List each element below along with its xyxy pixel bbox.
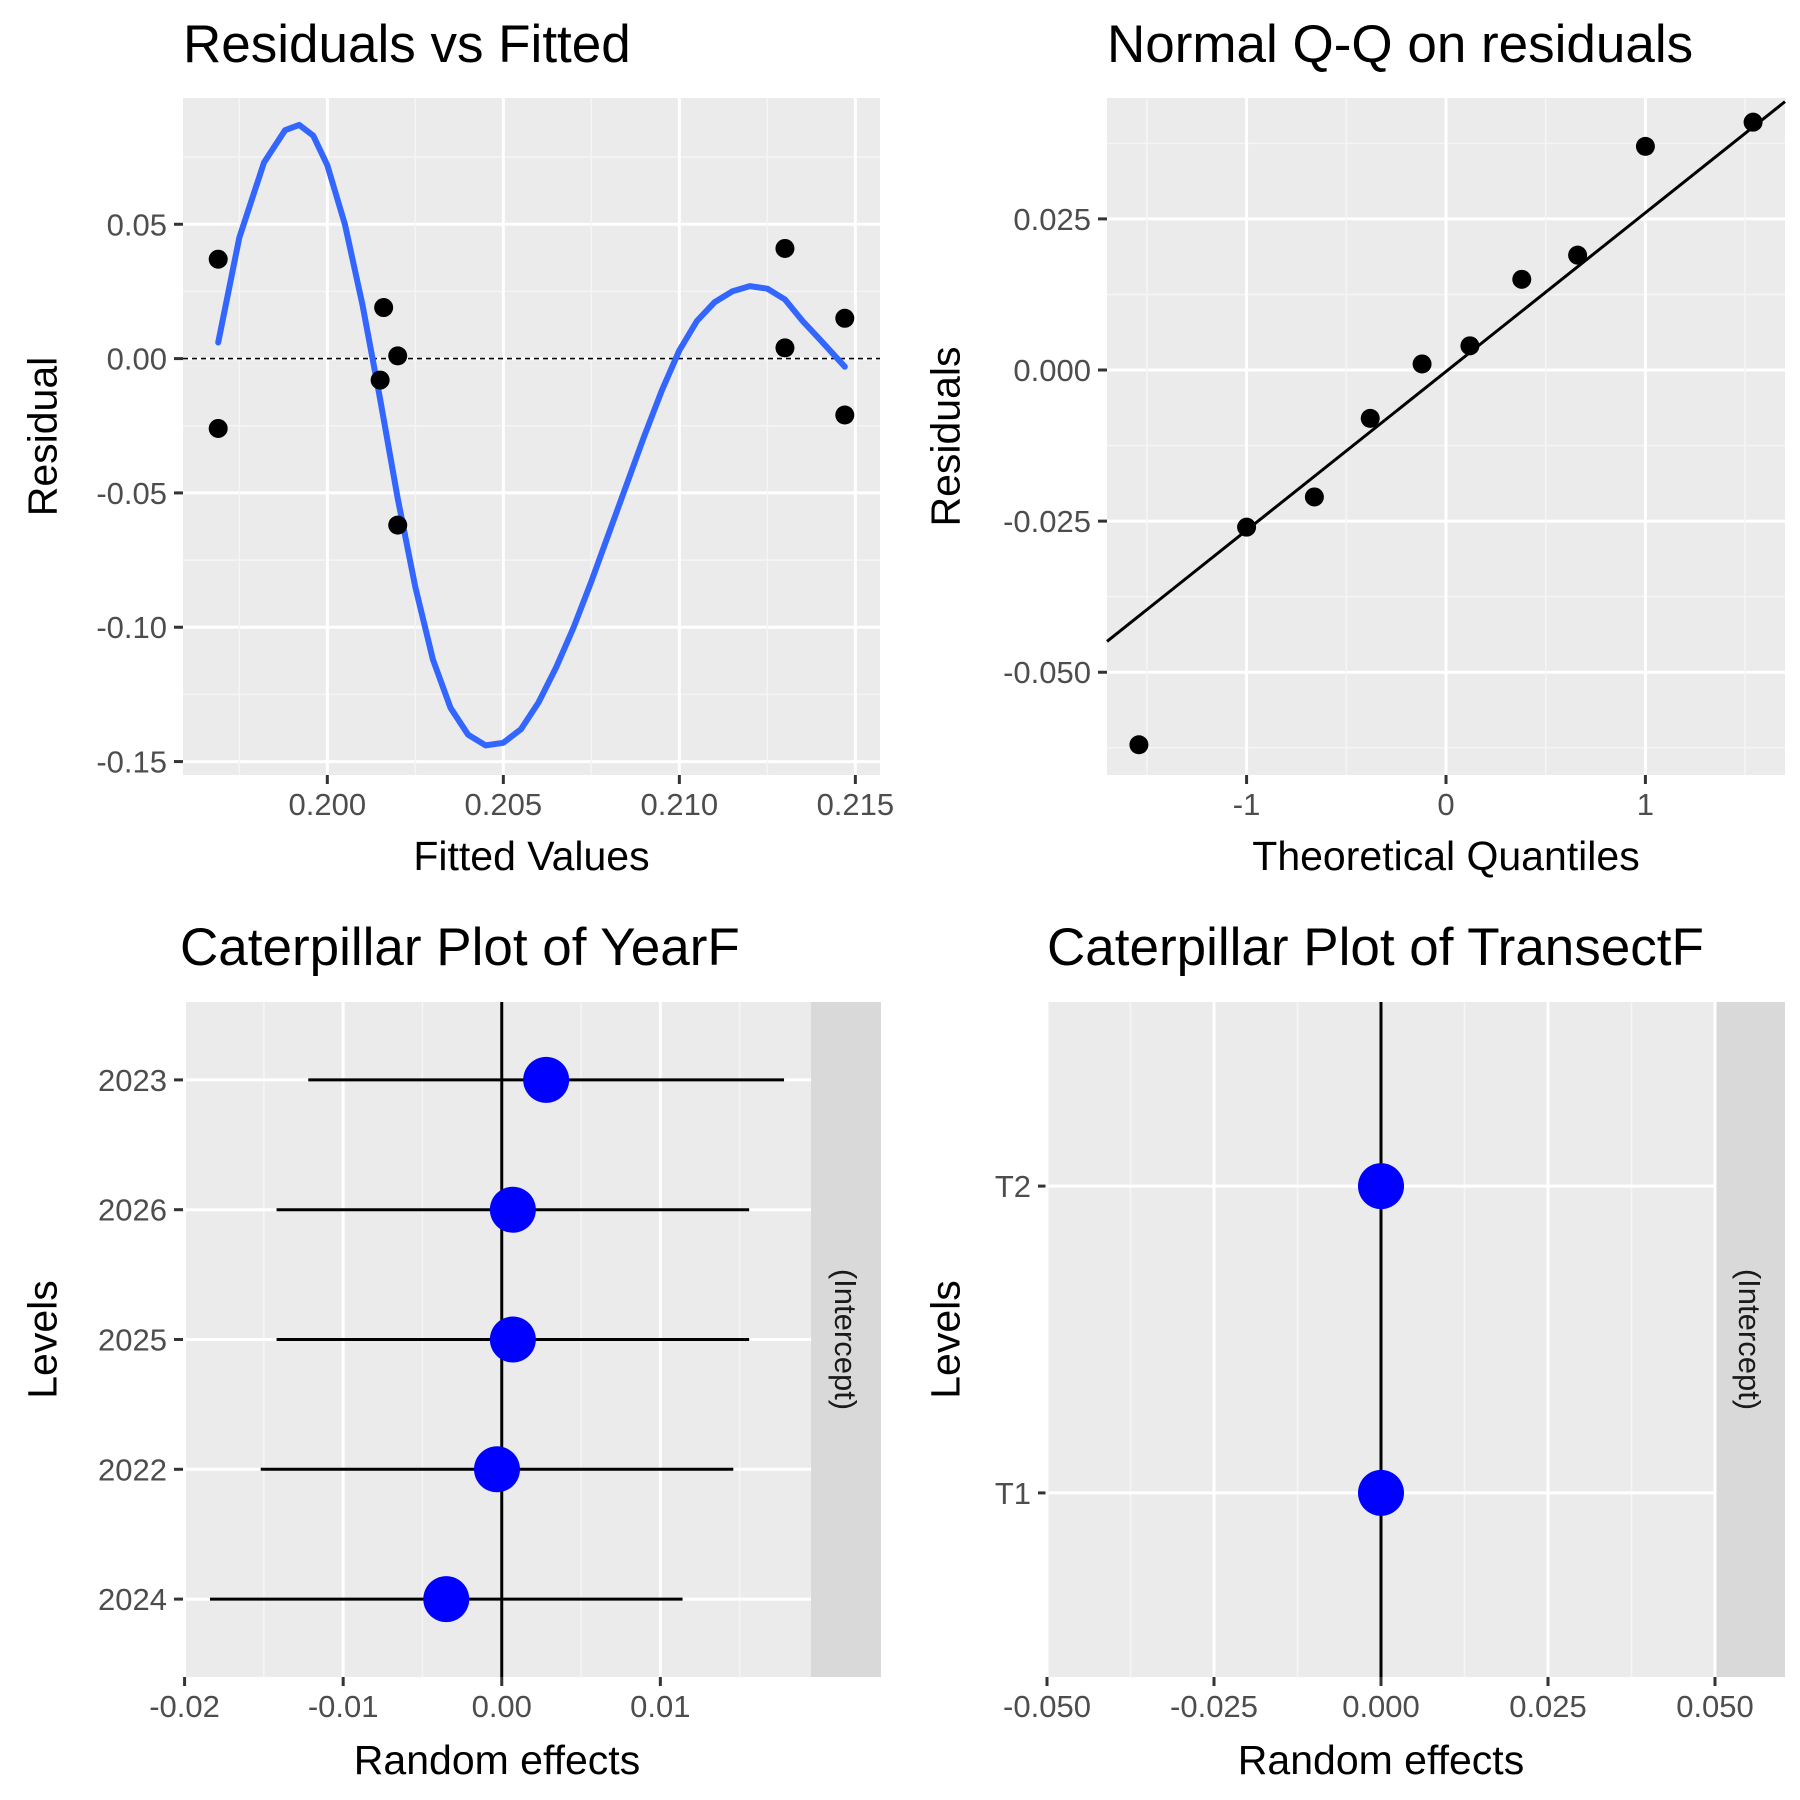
random-effect-point (1358, 1469, 1404, 1516)
plot-title: Normal Q-Q on residuals (1107, 15, 1693, 74)
y-tick-label: -0.10 (96, 610, 167, 645)
qq-point (1568, 245, 1588, 265)
smooth-curve (215, 121, 848, 749)
x-tick-label: 0.025 (1509, 1689, 1587, 1724)
x-axis-title: Random effects (1238, 1737, 1524, 1783)
x-tick-label: 0.205 (465, 787, 543, 822)
qq-point (1512, 269, 1532, 289)
x-tick-label: 0.215 (817, 787, 895, 822)
random-effect-point (489, 1186, 536, 1233)
x-tick-label: 0 (1437, 787, 1454, 822)
y-tick-label: -0.05 (96, 476, 167, 511)
qq-reference-line (1106, 100, 1786, 643)
residual-point (775, 338, 795, 358)
y-axis-title: Residuals (922, 346, 968, 526)
qq-point (1129, 735, 1149, 755)
y-axis-title: Levels (922, 1280, 968, 1399)
facet-strip-label: (Intercept) (1732, 1269, 1767, 1410)
residual-point (208, 249, 228, 269)
x-tick-label: -1 (1233, 787, 1261, 822)
qq-point (1237, 517, 1257, 537)
facet-strip-label: (Intercept) (828, 1269, 863, 1410)
random-effect-point (489, 1316, 536, 1363)
residual-point (208, 418, 228, 438)
plot-title: Caterpillar Plot of YearF (180, 918, 740, 977)
x-tick-label: 0.00 (472, 1689, 532, 1724)
residual-point (374, 298, 394, 318)
x-tick-label: 0.01 (630, 1689, 690, 1724)
y-tick-label: 2025 (98, 1323, 167, 1358)
x-tick-label: 0.050 (1676, 1689, 1754, 1724)
x-tick-label: -0.050 (1003, 1689, 1091, 1724)
y-tick-label: -0.15 (96, 745, 167, 780)
x-axis-title: Fitted Values (413, 833, 649, 879)
residual-point (835, 405, 855, 425)
qq-point (1460, 336, 1480, 356)
x-tick-label: 1 (1637, 787, 1654, 822)
y-tick-label: 0.000 (1013, 353, 1091, 388)
plot-title: Caterpillar Plot of TransectF (1047, 918, 1704, 977)
qq-point (1635, 136, 1655, 156)
y-tick-label: 2026 (98, 1193, 167, 1228)
random-effect-point (423, 1576, 470, 1623)
y-tick-label: 2024 (98, 1582, 167, 1617)
residual-point (370, 370, 390, 390)
x-tick-label: 0.210 (641, 787, 719, 822)
residual-point (775, 238, 795, 258)
residual-point (388, 346, 408, 366)
panel-caterpillar-2: (Intercept) 2023 2026 2025 2022 2024 -0.02 -0.0… (19, 918, 881, 1783)
random-effect-point (474, 1446, 520, 1493)
qq-point (1412, 354, 1432, 374)
x-axis-title: Theoretical Quantiles (1252, 833, 1639, 879)
y-tick-label: -0.025 (1003, 504, 1091, 539)
y-tick-label: 0.00 (107, 342, 167, 377)
y-tick-label: 0.025 (1013, 202, 1091, 237)
y-axis-title: Levels (19, 1280, 65, 1399)
residual-point (835, 308, 855, 328)
residual-point (388, 515, 408, 535)
qq-point (1743, 112, 1763, 132)
y-tick-label: 0.05 (107, 207, 167, 242)
y-axis-title: Residual (19, 357, 65, 517)
panel-residuals-vs-fitted: -0.15 -0.10 -0.05 0.00 0.05 0.200 0.205 0.210 0.… (19, 15, 894, 879)
random-effect-point (523, 1056, 570, 1103)
qq-point (1360, 408, 1380, 428)
plot-title: Residuals vs Fitted (183, 15, 631, 74)
x-tick-label: -0.02 (149, 1689, 220, 1724)
y-tick-label: 2023 (98, 1063, 167, 1098)
facet-strip (811, 1002, 881, 1677)
y-tick-label: 2022 (98, 1452, 167, 1487)
plot-panel (183, 98, 880, 775)
qq-point (1304, 487, 1324, 507)
x-tick-label: 0.000 (1342, 1689, 1420, 1724)
x-tick-label: -0.025 (1170, 1689, 1258, 1724)
x-axis-title: Random effects (354, 1737, 640, 1783)
y-tick-label: T1 (995, 1476, 1031, 1511)
y-tick-label: -0.050 (1003, 655, 1091, 690)
x-tick-label: -0.01 (308, 1689, 379, 1724)
panel-normal-qq: -0.050 -0.025 0.000 0.025 -1 0 1 Normal Q-Q on … (922, 15, 1786, 879)
y-tick-label: T2 (995, 1169, 1031, 1204)
panel-caterpillar-3: (Intercept) T2 T1 -0.050 -0.025 0.000 0.025 0.0… (922, 918, 1785, 1783)
random-effect-point (1358, 1163, 1404, 1210)
x-tick-label: 0.200 (289, 787, 367, 822)
facet-strip (1715, 1002, 1785, 1677)
